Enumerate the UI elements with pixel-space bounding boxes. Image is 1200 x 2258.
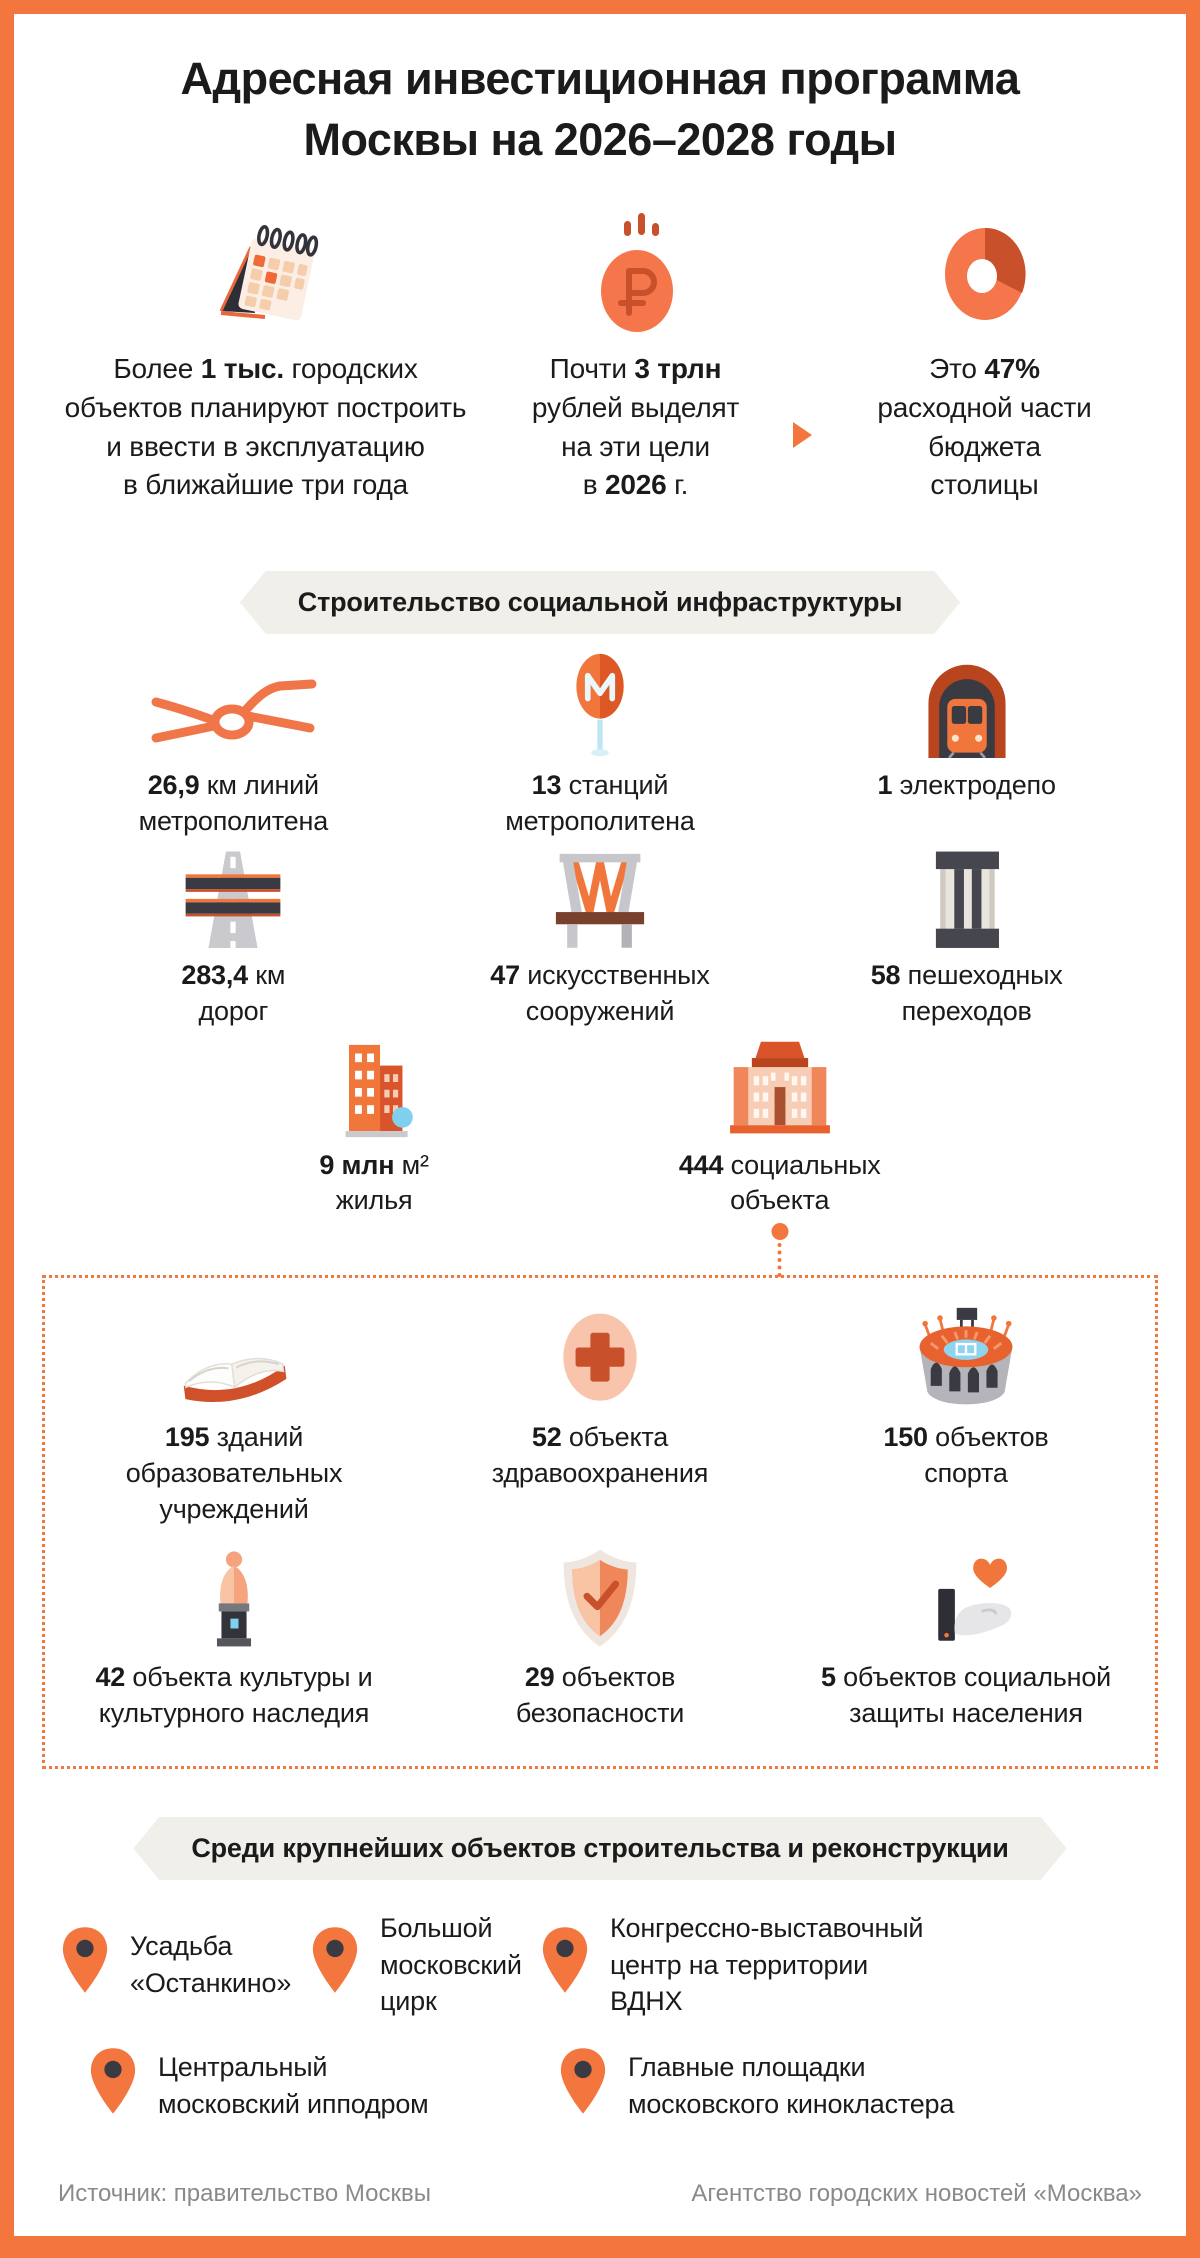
infra-item-metro-stations: 13 станций метрополитена xyxy=(417,653,784,840)
infra-item-roads: 283,4 км дорог xyxy=(50,851,417,1030)
footer-agency: Агентство городских новостей «Москва» xyxy=(691,2179,1142,2207)
infra-item-caption: 283,4 км дорог xyxy=(181,959,286,1026)
landmark-label: Усадьба «Останкино» xyxy=(130,1931,292,1998)
social-item-caption: 52 объекта здравоохранения xyxy=(491,1422,709,1489)
infra-item-housing: 9 млн м² жилья xyxy=(319,1042,429,1220)
infra-item-depot: 1 электродепо xyxy=(783,662,1150,840)
connector-dotted-line xyxy=(771,1223,789,1278)
landmark-ostankino: Усадьба «Останкино» xyxy=(60,1925,310,2005)
housing-row: 9 млн м² жилья xyxy=(14,1041,1186,1278)
map-pin-icon xyxy=(310,1925,360,2005)
infra-item-caption: 58 пешеходных переходов xyxy=(870,959,1063,1026)
stat-share: Это 47% расходной части бюджета столицы xyxy=(820,210,1150,505)
map-pin-icon xyxy=(60,1925,110,2005)
civic-building-icon xyxy=(721,1041,839,1138)
stadium-icon xyxy=(910,1308,1022,1410)
metro-station-icon xyxy=(561,653,639,758)
infra-item-caption: 47 искусственных сооружений xyxy=(490,959,710,1026)
social-item-caption: 150 объектов спорта xyxy=(883,1422,1049,1489)
housing-icon xyxy=(324,1042,424,1138)
landmarks-banner: Среди крупнейших объектов строительства … xyxy=(133,1817,1066,1880)
infra-item-caption: 9 млн м² жилья xyxy=(319,1149,429,1216)
statue-icon xyxy=(193,1551,275,1650)
key-stats-row: Более 1 тыс. городских объектов планируют… xyxy=(14,210,1186,505)
landmarks-row-2: Центральный московский ипподром Главные п… xyxy=(60,2046,1140,2126)
social-objects-box: 195 зданий образовательных учреждений 52 о… xyxy=(42,1275,1158,1769)
social-item-caption: 29 объектов безопасности xyxy=(515,1662,685,1728)
bridge-icon xyxy=(539,852,661,948)
medical-cross-icon xyxy=(552,1313,648,1410)
landmark-vdnh: Конгрессно-выставочный центр на территори… xyxy=(540,1910,924,2020)
metro-lines-icon xyxy=(148,662,318,758)
footer-source: Источник: правительство Москвы xyxy=(58,2179,432,2207)
stat-budget: Почти 3 трлн рублей выделят на эти цели в 2… xyxy=(481,210,791,505)
desk-calendar-icon xyxy=(205,210,327,338)
landmark-label: Большой московский цирк xyxy=(380,1912,522,2017)
infra-item-caption: 13 станций метрополитена xyxy=(505,769,695,836)
social-item-culture: 42 объекта культуры и культурного наследи… xyxy=(51,1551,417,1732)
social-item-welfare: 5 объектов социальной защиты населения xyxy=(783,1554,1149,1732)
footer: Источник: правительство Москвы Агентство… xyxy=(58,2180,1142,2208)
social-item-caption: 42 объекта культуры и культурного наследи… xyxy=(95,1662,373,1728)
infra-item-caption: 444 социальных объекта xyxy=(678,1149,881,1216)
infra-item-crossings: 58 пешеходных переходов xyxy=(783,851,1150,1030)
landmark-label: Конгрессно-выставочный центр на территори… xyxy=(610,1912,924,2017)
stat-objects: Более 1 тыс. городских объектов планируют… xyxy=(51,210,481,505)
pedestrian-overpass-icon xyxy=(921,851,1013,948)
landmarks-list: Усадьба «Останкино» Большой московский цирк… xyxy=(60,1910,1140,2126)
social-item-sport: 150 объектов спорта xyxy=(783,1308,1149,1528)
stat-budget-text: Почти 3 трлн рублей выделят на эти цели в 2… xyxy=(531,353,740,501)
infrastructure-banner: Строительство социальной инфраструктуры xyxy=(240,571,960,634)
map-pin-icon xyxy=(540,1925,590,2005)
map-pin-icon xyxy=(88,2046,138,2126)
page-title: Адресная инвестиционная программа Москвы … xyxy=(180,53,1020,166)
infra-item-caption: 1 электродепо xyxy=(877,769,1056,800)
infra-item-social: 444 социальных объекта xyxy=(678,1041,881,1278)
infrastructure-grid: 26,9 км линий метрополитена 13 станций мет… xyxy=(50,653,1150,1030)
map-pin-icon xyxy=(558,2046,608,2126)
landmark-circus: Большой московский цирк xyxy=(310,1910,540,2020)
social-item-healthcare: 52 объекта здравоохранения xyxy=(417,1313,783,1528)
social-item-caption: 5 объектов социальной защиты населения xyxy=(820,1662,1112,1728)
landmark-hippodrome: Центральный московский ипподром xyxy=(88,2046,558,2126)
landmark-label: Центральный московский ипподром xyxy=(158,2052,429,2119)
ruble-coin-icon xyxy=(584,210,688,338)
infra-item-bridges: 47 искусственных сооружений xyxy=(417,852,784,1030)
connector-dash xyxy=(777,1243,782,1278)
shield-check-icon xyxy=(551,1549,649,1650)
train-depot-icon xyxy=(917,662,1017,758)
stat-share-text: Это 47% расходной части бюджета столицы xyxy=(877,353,1092,501)
road-icon xyxy=(180,851,286,948)
landmarks-row-1: Усадьба «Останкино» Большой московский цирк… xyxy=(60,1910,1140,2020)
donut-chart-icon xyxy=(934,210,1036,338)
arrow-right-icon xyxy=(792,422,812,449)
social-item-safety: 29 объектов безопасности xyxy=(417,1549,783,1732)
landmark-label: Главные площадки московского кинокластера xyxy=(628,2052,955,2119)
social-item-education: 195 зданий образовательных учреждений xyxy=(51,1314,417,1528)
social-item-caption: 195 зданий образовательных учреждений xyxy=(125,1422,343,1525)
infra-item-metro-lines: 26,9 км линий метрополитена xyxy=(50,662,417,840)
landmark-film-cluster: Главные площадки московского кинокластера xyxy=(558,2046,954,2126)
hand-heart-icon xyxy=(910,1554,1022,1650)
stat-objects-text: Более 1 тыс. городских объектов планируют… xyxy=(64,353,467,501)
open-book-icon xyxy=(171,1314,297,1410)
infra-item-caption: 26,9 км линий метрополитена xyxy=(138,769,329,836)
connector-dot xyxy=(771,1223,789,1241)
